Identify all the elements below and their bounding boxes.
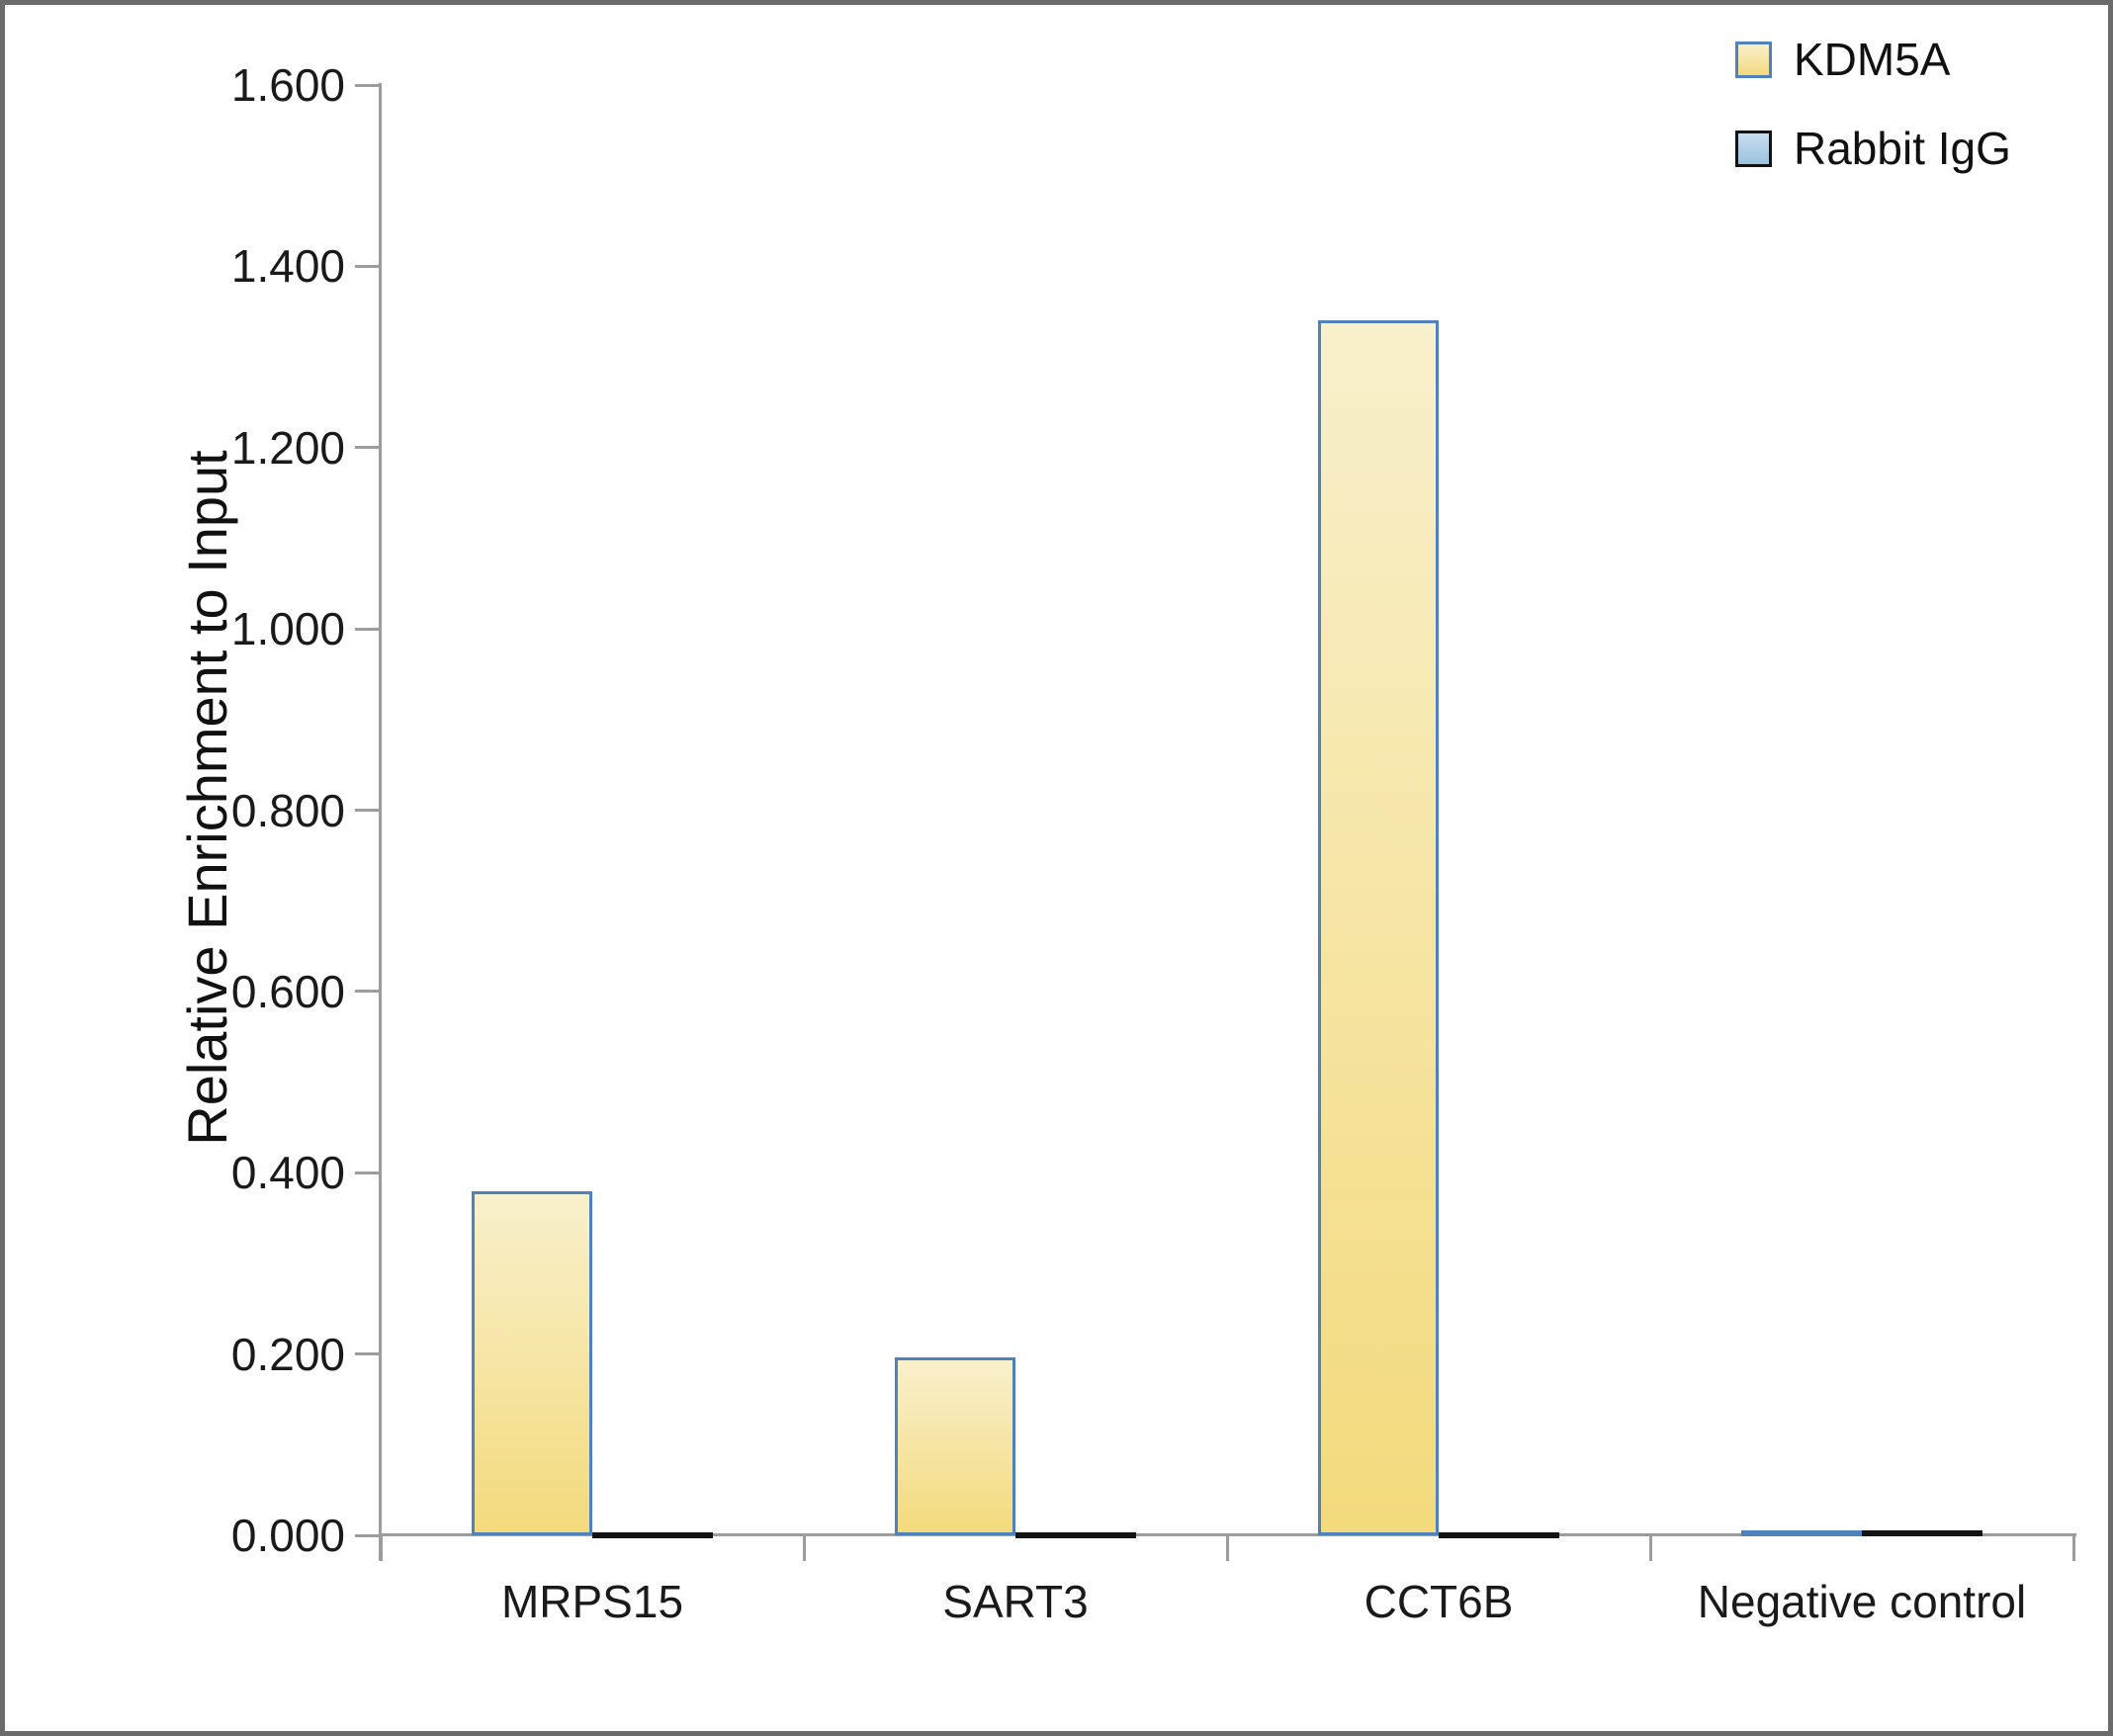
bar-rabbit-igg (1439, 1532, 1559, 1538)
y-tick-label: 1.600 (230, 59, 345, 111)
x-category-label: Negative control (1697, 1576, 2027, 1627)
y-tick-label: 1.000 (230, 603, 345, 655)
x-axis-line (379, 1533, 2076, 1536)
bar-rabbit-igg (1015, 1532, 1136, 1538)
y-tick-mark (355, 264, 381, 268)
y-tick-mark (355, 446, 381, 450)
y-tick-label: 1.400 (230, 240, 345, 293)
y-tick-mark (355, 1533, 381, 1537)
x-category-label: SART3 (942, 1576, 1089, 1627)
legend: KDM5A Rabbit IgG (1735, 33, 2011, 175)
y-tick-mark (355, 1352, 381, 1356)
x-tick-mark (2071, 1535, 2075, 1561)
x-tick-mark (379, 1535, 383, 1561)
bar-kdm5a (1741, 1530, 1862, 1536)
bar-kdm5a (472, 1191, 592, 1535)
legend-label-rabbit-igg: Rabbit IgG (1794, 123, 2011, 174)
legend-swatch-rabbit-igg (1735, 130, 1772, 167)
y-tick-label: 0.200 (230, 1328, 345, 1380)
y-tick-label: 0.800 (230, 784, 345, 836)
bar-kdm5a (1318, 320, 1439, 1535)
legend-item-kdm5a: KDM5A (1735, 33, 2011, 86)
y-tick-mark (355, 809, 381, 812)
x-tick-mark (802, 1535, 806, 1561)
bar-rabbit-igg (592, 1532, 713, 1538)
y-tick-label: 0.400 (230, 1147, 345, 1199)
bar-kdm5a (895, 1357, 1015, 1535)
x-tick-mark (1225, 1535, 1229, 1561)
legend-item-rabbit-igg: Rabbit IgG (1735, 122, 2011, 175)
x-category-label: CCT6B (1364, 1576, 1514, 1627)
x-category-label: MRPS15 (500, 1576, 684, 1627)
y-tick-label: 0.600 (230, 965, 345, 1017)
x-tick-mark (1648, 1535, 1652, 1561)
y-tick-mark (355, 627, 381, 631)
legend-swatch-kdm5a (1735, 41, 1772, 78)
y-tick-mark (355, 83, 381, 87)
y-tick-label: 0.000 (230, 1510, 345, 1561)
bar-rabbit-igg (1862, 1530, 1982, 1536)
y-tick-label: 1.200 (230, 421, 345, 474)
y-tick-mark (355, 990, 381, 994)
legend-label-kdm5a: KDM5A (1794, 34, 1951, 85)
y-axis-line (379, 83, 382, 1561)
y-tick-mark (355, 1171, 381, 1174)
